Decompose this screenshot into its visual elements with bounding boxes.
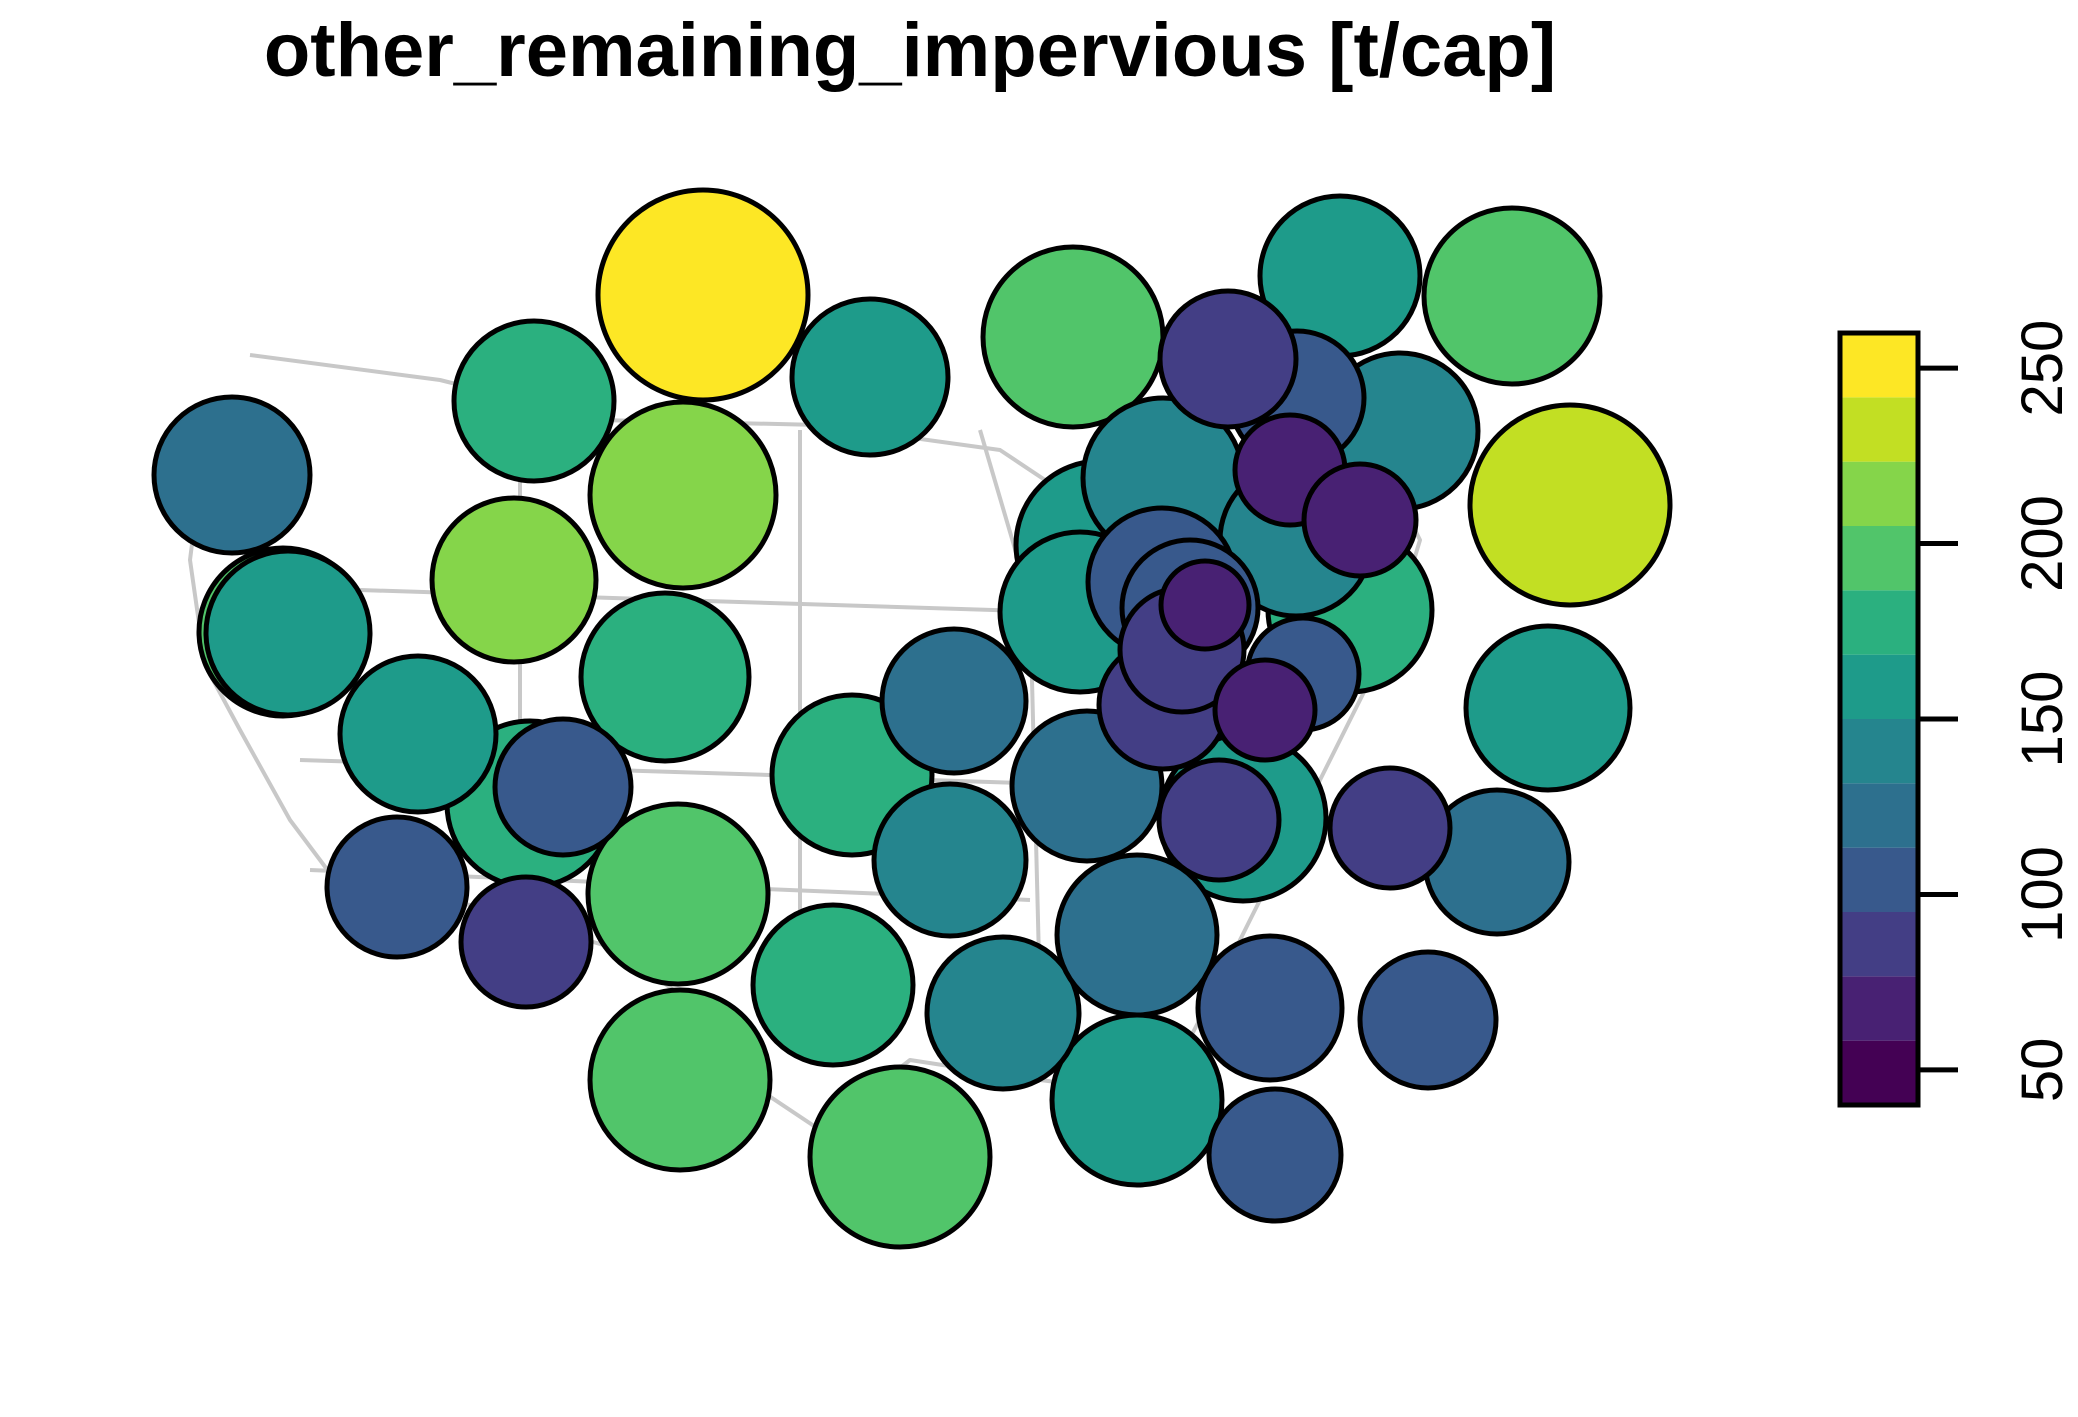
legend-color-segment	[1840, 912, 1918, 977]
value-circle	[1195, 933, 1345, 1083]
value-circle	[924, 934, 1082, 1092]
value-circle	[879, 626, 1029, 776]
legend-color-segment	[1840, 397, 1918, 462]
legend-color-segment	[1840, 333, 1918, 398]
value-circle	[1357, 949, 1499, 1091]
value-circle	[871, 781, 1029, 939]
color-legend: 50 100 150 200 250	[1837, 320, 2075, 1108]
state-boundary-line	[188, 439, 1422, 1132]
value-circle	[1054, 852, 1220, 1018]
legend-tick-label: 250	[2010, 320, 2075, 417]
value-circle	[1301, 461, 1419, 579]
value-circle	[578, 590, 752, 764]
value-circle	[587, 987, 773, 1173]
legend-color-segment	[1840, 719, 1918, 784]
legend-color-segment	[1840, 783, 1918, 848]
value-circle	[1158, 558, 1252, 652]
map-title: other_remaining_impervious [t/cap]	[263, 8, 1557, 93]
legend-color-segment	[1840, 1040, 1918, 1105]
legend-color-segment	[1840, 590, 1918, 655]
legend-tick-label: 150	[2010, 671, 2075, 768]
value-circle	[1212, 657, 1318, 763]
value-circle	[980, 244, 1166, 430]
value-circle	[1157, 288, 1299, 430]
value-circle	[151, 394, 313, 556]
value-circle	[451, 318, 617, 484]
legend-color-segment	[1840, 847, 1918, 912]
value-circle	[1206, 1086, 1344, 1224]
legend-color-segment	[1840, 654, 1918, 719]
value-circle	[429, 495, 599, 665]
value-circle	[807, 1064, 993, 1250]
legend-tick-label: 200	[2010, 495, 2075, 592]
value-circle	[1156, 757, 1282, 883]
value-circle	[1327, 765, 1453, 891]
value-circle	[585, 801, 771, 987]
value-circle	[203, 548, 373, 718]
legend-tick-label: 50	[2010, 1038, 2075, 1103]
value-circle	[337, 653, 499, 815]
circle-layer	[151, 187, 1673, 1250]
value-circle	[1421, 205, 1603, 387]
value-circle	[324, 814, 470, 960]
value-circle	[458, 874, 594, 1010]
value-circle	[750, 902, 916, 1068]
value-circle	[1463, 623, 1633, 793]
value-circle	[587, 399, 779, 591]
value-circle	[595, 187, 811, 403]
value-circle	[492, 716, 634, 858]
legend-tick-label: 100	[2010, 846, 2075, 943]
value-circle	[1049, 1012, 1225, 1188]
value-circle	[789, 296, 951, 458]
legend-color-segment	[1840, 461, 1918, 526]
legend-color-segment	[1840, 526, 1918, 591]
legend-color-segment	[1840, 976, 1918, 1041]
value-circle	[1467, 402, 1673, 608]
